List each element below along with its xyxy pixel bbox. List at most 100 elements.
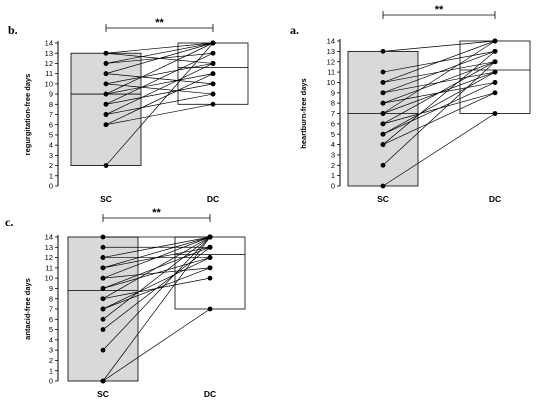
pair-line (105, 42, 214, 95)
pair-line (382, 61, 496, 166)
pair-line (382, 51, 496, 145)
y-tick-label: 14 (45, 39, 53, 48)
y-axis-label: regurgitation-free days (23, 74, 32, 156)
data-point-dc (207, 234, 213, 240)
pair-line (105, 73, 214, 95)
y-tick-label: 8 (49, 294, 53, 303)
pair-line (105, 42, 214, 64)
pair-line (105, 63, 214, 115)
y-tick-label: 7 (49, 305, 53, 314)
data-point-dc (207, 265, 213, 271)
data-point-sc (380, 48, 386, 54)
pair-line (382, 61, 496, 104)
data-point-dc (492, 48, 498, 54)
category-label-sc: SC (97, 389, 109, 399)
data-point-dc (492, 59, 498, 65)
y-tick-label: 4 (331, 140, 335, 149)
pair-line (102, 236, 211, 351)
significance-label: ** (155, 17, 164, 29)
y-tick-label: 12 (45, 253, 53, 262)
data-point-sc (100, 306, 106, 312)
y-tick-label: 9 (331, 88, 335, 97)
pair-line (382, 40, 496, 83)
pair-line (382, 113, 496, 187)
y-axis-label: antacid-free days (23, 278, 32, 340)
y-tick-label: 3 (49, 151, 53, 160)
data-point-sc (100, 275, 106, 281)
y-tick-label: 10 (327, 78, 335, 87)
data-point-sc (100, 347, 106, 353)
significance-label: ** (435, 4, 444, 16)
data-point-dc (210, 50, 216, 56)
y-tick-label: 3 (331, 151, 335, 160)
data-point-dc (207, 255, 213, 260)
data-point-sc (380, 80, 386, 85)
pair-line (382, 92, 496, 145)
pair-line (105, 42, 214, 74)
data-point-dc (210, 71, 216, 77)
data-point-dc (207, 275, 213, 281)
data-point-sc (100, 265, 106, 271)
pair-line (102, 236, 211, 258)
data-point-dc (492, 90, 498, 96)
category-label-sc: SC (377, 194, 389, 204)
pair-line (105, 103, 214, 126)
data-point-sc (103, 101, 109, 107)
pair-line (105, 42, 214, 166)
y-tick-label: 1 (331, 171, 335, 180)
y-tick-label: 11 (45, 263, 53, 272)
data-point-sc (380, 131, 386, 137)
data-point-sc (380, 183, 386, 189)
y-tick-label: 6 (331, 119, 335, 128)
panel-title: b. (8, 23, 18, 37)
y-tick-label: 0 (331, 182, 335, 191)
significance-label: ** (152, 207, 161, 219)
y-tick-label: 0 (49, 377, 53, 386)
y-tick-label: 3 (49, 346, 53, 355)
pair-line (382, 71, 496, 135)
pair-line (102, 257, 211, 289)
y-tick-label: 2 (331, 161, 335, 170)
y-tick-label: 9 (49, 90, 53, 99)
data-point-sc (103, 163, 109, 168)
y-tick-label: 13 (327, 47, 335, 56)
data-point-dc (210, 101, 216, 107)
pair-line (102, 236, 211, 382)
data-point-sc (103, 50, 109, 56)
data-point-sc (100, 286, 106, 291)
panel-title: c. (5, 215, 13, 229)
data-point-sc (103, 61, 109, 66)
data-point-sc (100, 316, 106, 322)
y-tick-label: 9 (49, 284, 53, 293)
data-point-sc (380, 69, 386, 75)
data-point-sc (380, 142, 386, 147)
y-tick-label: 2 (49, 161, 53, 170)
data-point-dc (492, 111, 498, 116)
panel-title: a. (290, 23, 299, 37)
data-point-dc (210, 61, 216, 66)
y-tick-label: 12 (327, 57, 335, 66)
panel-b: b.01234567891011121314regurgitation-free… (8, 17, 249, 204)
y-tick-label: 14 (45, 233, 53, 242)
pair-line (102, 236, 211, 320)
pair-line (382, 82, 496, 135)
data-point-sc (103, 91, 109, 97)
category-label-dc: DC (204, 389, 216, 399)
y-tick-label: 5 (331, 130, 335, 139)
y-axis-label: heartburn-free days (299, 78, 308, 148)
data-point-sc (380, 111, 386, 116)
y-tick-label: 4 (49, 141, 53, 150)
y-tick-label: 13 (45, 243, 53, 252)
data-point-dc (210, 40, 216, 46)
data-point-sc (100, 327, 106, 332)
y-tick-label: 14 (327, 37, 335, 46)
y-tick-label: 11 (45, 69, 53, 78)
pair-line (105, 42, 214, 54)
box-sc (70, 52, 142, 166)
y-tick-label: 7 (331, 109, 335, 118)
data-point-dc (492, 69, 498, 75)
pair-line (102, 236, 211, 300)
y-tick-label: 6 (49, 120, 53, 129)
